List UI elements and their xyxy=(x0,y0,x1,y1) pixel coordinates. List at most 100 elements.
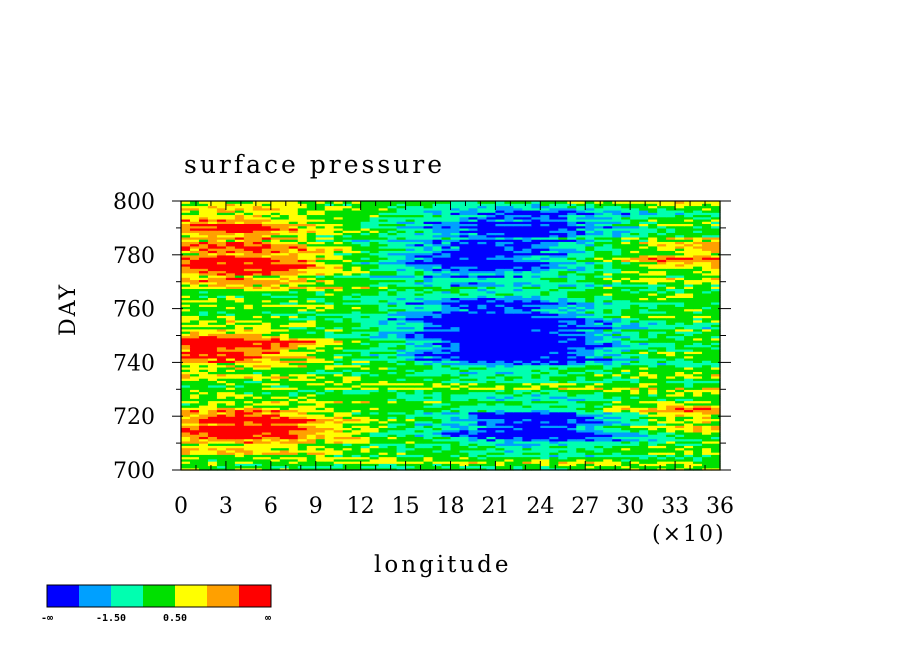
heatmap-cell xyxy=(189,402,200,406)
heatmap-cell xyxy=(684,411,694,415)
heatmap-cell xyxy=(603,315,613,319)
heatmap-cell xyxy=(603,339,613,343)
heatmap-cell xyxy=(513,286,523,290)
heatmap-cell xyxy=(396,308,407,312)
heatmap-cell xyxy=(369,304,380,307)
heatmap-cell xyxy=(207,315,218,319)
heatmap-cell xyxy=(657,456,667,460)
heatmap-cell xyxy=(612,324,622,328)
heatmap-cell xyxy=(612,290,622,294)
heatmap-cell xyxy=(522,288,532,292)
heatmap-cell xyxy=(648,297,658,301)
heatmap-cell xyxy=(558,378,568,381)
heatmap-cell xyxy=(414,463,425,467)
heatmap-cell xyxy=(297,281,308,285)
heatmap-cell xyxy=(693,393,703,397)
heatmap-cell xyxy=(351,299,362,303)
heatmap-cell xyxy=(648,407,658,411)
heatmap-cell xyxy=(477,387,488,390)
heatmap-cell xyxy=(288,313,299,316)
heatmap-cell xyxy=(243,429,254,433)
heatmap-cell xyxy=(549,387,559,390)
heatmap-cell xyxy=(549,429,559,433)
heatmap-cell xyxy=(270,333,281,337)
heatmap-cell xyxy=(198,391,209,395)
heatmap-cell xyxy=(594,353,604,357)
heatmap-cell xyxy=(486,449,497,453)
heatmap-cell xyxy=(369,286,380,290)
heatmap-cell xyxy=(441,351,452,355)
heatmap-cell xyxy=(558,366,568,370)
heatmap-cell xyxy=(711,357,721,361)
heatmap-cell xyxy=(216,402,227,406)
heatmap-cell xyxy=(181,308,191,312)
heatmap-cell xyxy=(495,434,505,437)
heatmap-cell xyxy=(486,364,497,368)
heatmap-cell xyxy=(297,413,308,417)
heatmap-cell xyxy=(558,434,568,437)
heatmap-cell xyxy=(306,283,317,287)
heatmap-cell xyxy=(585,391,595,395)
heatmap-cell xyxy=(441,434,452,437)
heatmap-cell xyxy=(702,292,712,296)
heatmap-cell xyxy=(225,461,236,464)
heatmap-cell xyxy=(252,295,263,298)
heatmap-cell xyxy=(495,288,505,292)
heatmap-cell xyxy=(396,288,407,292)
heatmap-cell xyxy=(612,398,622,402)
heatmap-cell xyxy=(585,308,595,312)
heatmap-cell xyxy=(549,348,559,352)
heatmap-cell xyxy=(450,371,461,375)
heatmap-cell xyxy=(684,313,694,316)
heatmap-cell xyxy=(468,344,479,348)
heatmap-cell xyxy=(711,400,721,404)
heatmap-cell xyxy=(612,286,622,290)
heatmap-cell xyxy=(423,452,434,455)
heatmap-cell xyxy=(486,440,497,444)
heatmap-cell xyxy=(396,283,407,287)
heatmap-cell xyxy=(612,467,622,471)
heatmap-cell xyxy=(549,380,559,384)
heatmap-cell xyxy=(711,351,721,355)
heatmap-cell xyxy=(684,283,694,287)
heatmap-cell xyxy=(351,400,362,404)
heatmap-cell xyxy=(342,407,353,411)
heatmap-cell xyxy=(181,456,191,460)
heatmap-cell xyxy=(234,411,245,415)
heatmap-cell xyxy=(369,404,380,408)
heatmap-cell xyxy=(711,375,721,379)
heatmap-cell xyxy=(423,467,434,471)
heatmap-cell xyxy=(369,467,380,471)
heatmap-cell xyxy=(297,411,308,415)
heatmap-cell xyxy=(522,465,532,469)
heatmap-cell xyxy=(567,310,577,314)
heatmap-cell xyxy=(486,458,497,462)
heatmap-cell xyxy=(477,429,488,433)
heatmap-cell xyxy=(459,369,470,372)
heatmap-cell xyxy=(333,317,344,321)
heatmap-cell xyxy=(711,362,721,366)
heatmap-cell xyxy=(603,306,613,310)
heatmap-cell xyxy=(225,326,236,330)
heatmap-cell xyxy=(567,454,577,458)
heatmap-cell xyxy=(351,351,362,355)
heatmap-cell xyxy=(576,384,586,388)
heatmap-cell xyxy=(252,389,263,393)
heatmap-cell xyxy=(315,357,326,361)
heatmap-cell xyxy=(576,304,586,307)
heatmap-cell xyxy=(396,364,407,368)
heatmap-cell xyxy=(450,438,461,442)
heatmap-cell xyxy=(216,299,227,303)
heatmap-cell xyxy=(181,436,191,440)
heatmap-cell xyxy=(414,346,425,350)
heatmap-cell xyxy=(432,427,443,431)
heatmap-cell xyxy=(567,333,577,337)
heatmap-cell xyxy=(621,342,631,346)
heatmap-cell xyxy=(486,378,497,381)
heatmap-cell xyxy=(702,301,712,305)
heatmap-cell xyxy=(540,342,550,346)
heatmap-cell xyxy=(621,333,631,337)
heatmap-cell xyxy=(567,463,577,467)
heatmap-cell xyxy=(648,315,658,319)
heatmap-cell xyxy=(351,308,362,312)
